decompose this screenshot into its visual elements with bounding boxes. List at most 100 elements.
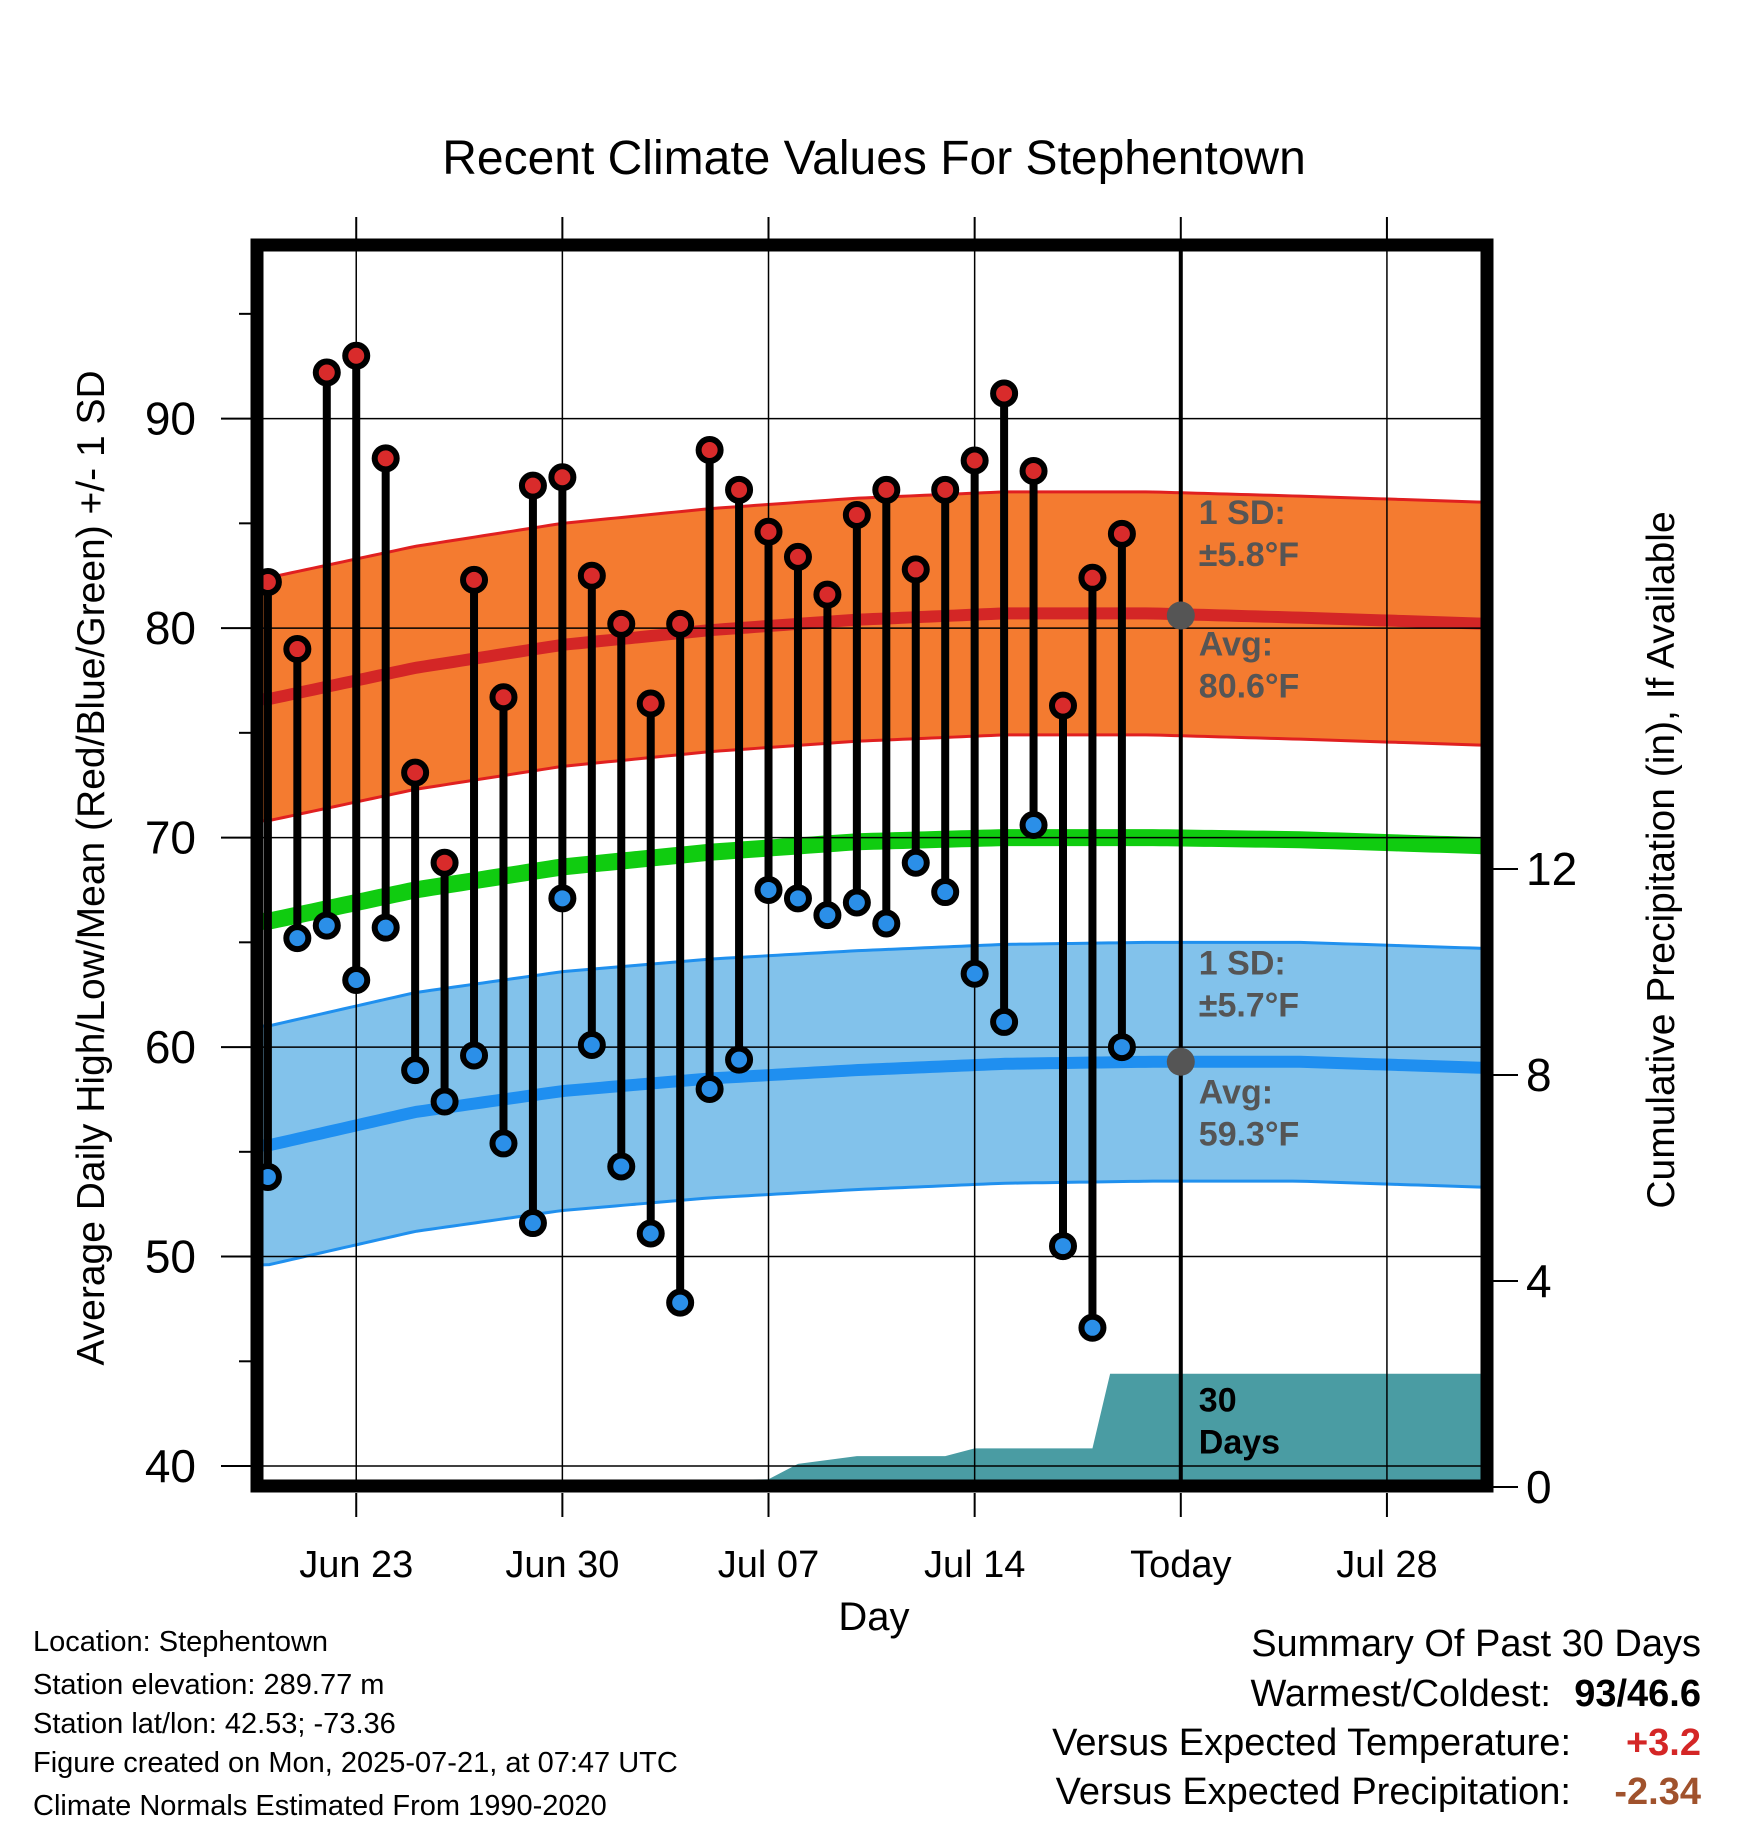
summary-temp-row: Versus Expected Temperature: +3.2 — [901, 1722, 1701, 1768]
x-tick-label: Jul 28 — [1336, 1544, 1437, 1586]
low-avg-label-line-0: Avg: — [1199, 1074, 1273, 1112]
low-point — [666, 1288, 695, 1317]
low-point — [636, 1219, 665, 1248]
high-point — [666, 609, 695, 638]
x-axis-label: Day — [838, 1595, 909, 1639]
high-sd-band-upper-edge — [262, 490, 1482, 580]
mean-normal-line — [262, 829, 1482, 930]
low-point — [695, 1074, 724, 1103]
high-sd-band-lower-edge — [262, 733, 1482, 823]
high-point — [725, 475, 754, 504]
low-sd-label-line-0: 1 SD: — [1199, 944, 1286, 982]
period-label-line-0: 30 — [1199, 1382, 1237, 1420]
y2-tick-label: 4 — [1526, 1255, 1552, 1307]
high-point — [262, 567, 282, 596]
low-point — [931, 878, 960, 907]
x-tick-label: Jun 23 — [299, 1544, 413, 1586]
created-text: Figure created on Mon, 2025-07-21, at 07… — [33, 1747, 678, 1779]
high-point — [401, 758, 430, 787]
plot-frame — [250, 238, 1494, 1493]
y2-tick-label: 0 — [1526, 1461, 1552, 1513]
summary-precip-label: Versus Expected Precipitation: — [1055, 1771, 1571, 1813]
high-point — [312, 358, 341, 387]
low-sd-band-lower-edge — [262, 1179, 1482, 1267]
y-tick-label: 70 — [145, 812, 196, 864]
y-axis-label: Average Daily High/Low/Mean (Red/Blue/Gr… — [70, 370, 113, 1365]
high-avg-label-line-0: Avg: — [1199, 625, 1273, 663]
plot-area: 1 SD: ±5.8°F Avg: 80.6°F 1 SD: ±5.7°F Avg: 59.3… — [262, 251, 1482, 1480]
high-normal-line — [262, 607, 1482, 706]
low-point — [283, 924, 312, 953]
today-high-avg-marker — [1166, 601, 1195, 630]
low-avg-label-line-1: 59.3°F — [1199, 1116, 1300, 1154]
summary-warmest-label: Warmest/Coldest: — [1250, 1673, 1551, 1715]
high-point — [813, 580, 842, 609]
high-point — [1019, 456, 1048, 485]
low-sd-band — [262, 942, 1482, 1265]
high-point — [518, 471, 547, 500]
low-point — [1048, 1232, 1077, 1261]
normals-text: Climate Normals Estimated From 1990-2020 — [33, 1790, 607, 1822]
precipitation-area — [710, 1373, 1482, 1480]
high-point — [430, 848, 459, 877]
low-point — [312, 911, 341, 940]
low-point — [430, 1087, 459, 1116]
low-point — [725, 1045, 754, 1074]
high-point — [283, 635, 312, 664]
high-point — [842, 500, 871, 529]
high-point — [577, 561, 606, 590]
high-sd-label-line-1: ±5.8°F — [1199, 536, 1299, 574]
summary-title: Summary Of Past 30 Days — [1251, 1623, 1701, 1665]
summary-warmest-row: Warmest/Coldest: 93/46.6 — [1141, 1673, 1701, 1719]
y-tick-label: 50 — [145, 1231, 196, 1283]
low-sd-band-upper-edge — [262, 940, 1482, 1028]
low-point — [489, 1129, 518, 1158]
high-point — [754, 517, 783, 546]
y-tick-label: 90 — [145, 393, 196, 445]
y2-axis-label: Cumulative Precipitation (in), If Availa… — [1640, 511, 1683, 1208]
high-point — [695, 436, 724, 465]
x-tick-label: Jul 14 — [924, 1544, 1025, 1586]
low-point — [901, 848, 930, 877]
x-tick-label: Jul 07 — [718, 1544, 819, 1586]
x-tick-label: Jun 30 — [505, 1544, 619, 1586]
summary-warmest-value: 93/46.6 — [1574, 1673, 1701, 1715]
high-point — [636, 689, 665, 718]
latlon-text: Station lat/lon: 42.53; -73.36 — [33, 1708, 396, 1740]
high-point — [1107, 519, 1136, 548]
y2-tick-label: 8 — [1526, 1049, 1552, 1101]
y-tick-label: 60 — [145, 1021, 196, 1073]
y-tick-label: 80 — [145, 602, 196, 654]
high-point — [1078, 563, 1107, 592]
high-point — [931, 475, 960, 504]
high-point — [783, 542, 812, 571]
high-point — [990, 379, 1019, 408]
high-point — [607, 609, 636, 638]
today-low-avg-marker — [1166, 1047, 1195, 1076]
chart-title: Recent Climate Values For Stephentown — [442, 132, 1306, 185]
location-text: Location: Stephentown — [33, 1626, 329, 1658]
low-point — [1107, 1033, 1136, 1062]
low-point — [262, 1162, 282, 1191]
high-point — [872, 475, 901, 504]
high-point — [371, 444, 400, 473]
high-point — [460, 565, 489, 594]
high-point — [489, 683, 518, 712]
low-normal-line — [262, 1055, 1482, 1152]
y2-tick-label: 12 — [1526, 843, 1577, 895]
low-point — [813, 901, 842, 930]
low-point — [460, 1041, 489, 1070]
low-point — [1019, 811, 1048, 840]
low-point — [518, 1209, 547, 1238]
high-point — [548, 463, 577, 492]
high-point — [1048, 691, 1077, 720]
low-point — [1078, 1313, 1107, 1342]
high-sd-band — [262, 491, 1482, 821]
summary-temp-value: +3.2 — [1625, 1722, 1701, 1764]
low-point — [342, 966, 371, 995]
high-sd-label-line-0: 1 SD: — [1199, 494, 1286, 532]
low-point — [577, 1030, 606, 1059]
low-point — [872, 909, 901, 938]
low-sd-label-line-1: ±5.7°F — [1199, 986, 1299, 1024]
